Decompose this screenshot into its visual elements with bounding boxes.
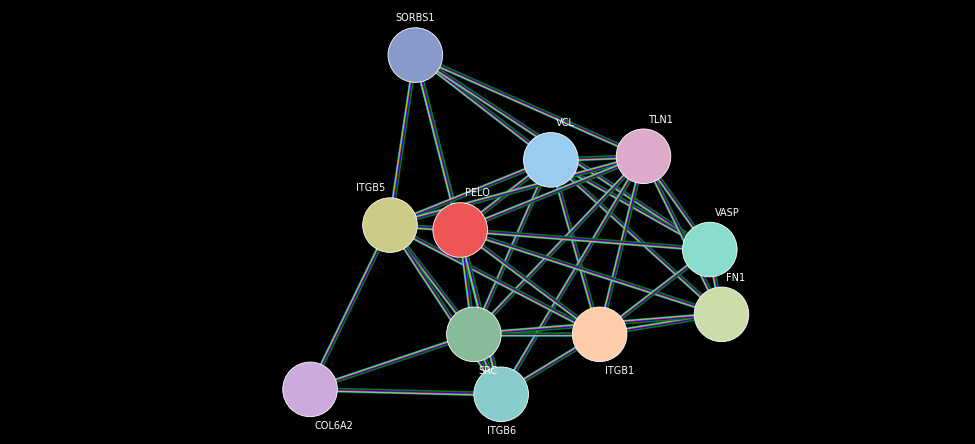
- Text: SORBS1: SORBS1: [396, 13, 435, 24]
- Ellipse shape: [616, 129, 671, 183]
- Ellipse shape: [447, 307, 501, 361]
- Ellipse shape: [572, 307, 627, 361]
- Text: VCL: VCL: [556, 118, 574, 128]
- Ellipse shape: [283, 362, 337, 416]
- Ellipse shape: [363, 198, 417, 252]
- Text: FN1: FN1: [726, 273, 746, 283]
- Text: PELO: PELO: [465, 188, 490, 198]
- Text: SRC: SRC: [479, 366, 498, 376]
- Text: ITGB1: ITGB1: [604, 366, 634, 376]
- Ellipse shape: [474, 367, 528, 421]
- Text: TLN1: TLN1: [648, 115, 674, 125]
- Ellipse shape: [524, 133, 578, 187]
- Ellipse shape: [682, 222, 737, 277]
- Text: ITGB6: ITGB6: [487, 426, 516, 436]
- Ellipse shape: [433, 203, 488, 257]
- Text: ITGB5: ITGB5: [356, 183, 385, 194]
- Text: VASP: VASP: [715, 208, 739, 218]
- Ellipse shape: [694, 287, 749, 341]
- Text: COL6A2: COL6A2: [315, 421, 354, 431]
- Ellipse shape: [388, 28, 443, 82]
